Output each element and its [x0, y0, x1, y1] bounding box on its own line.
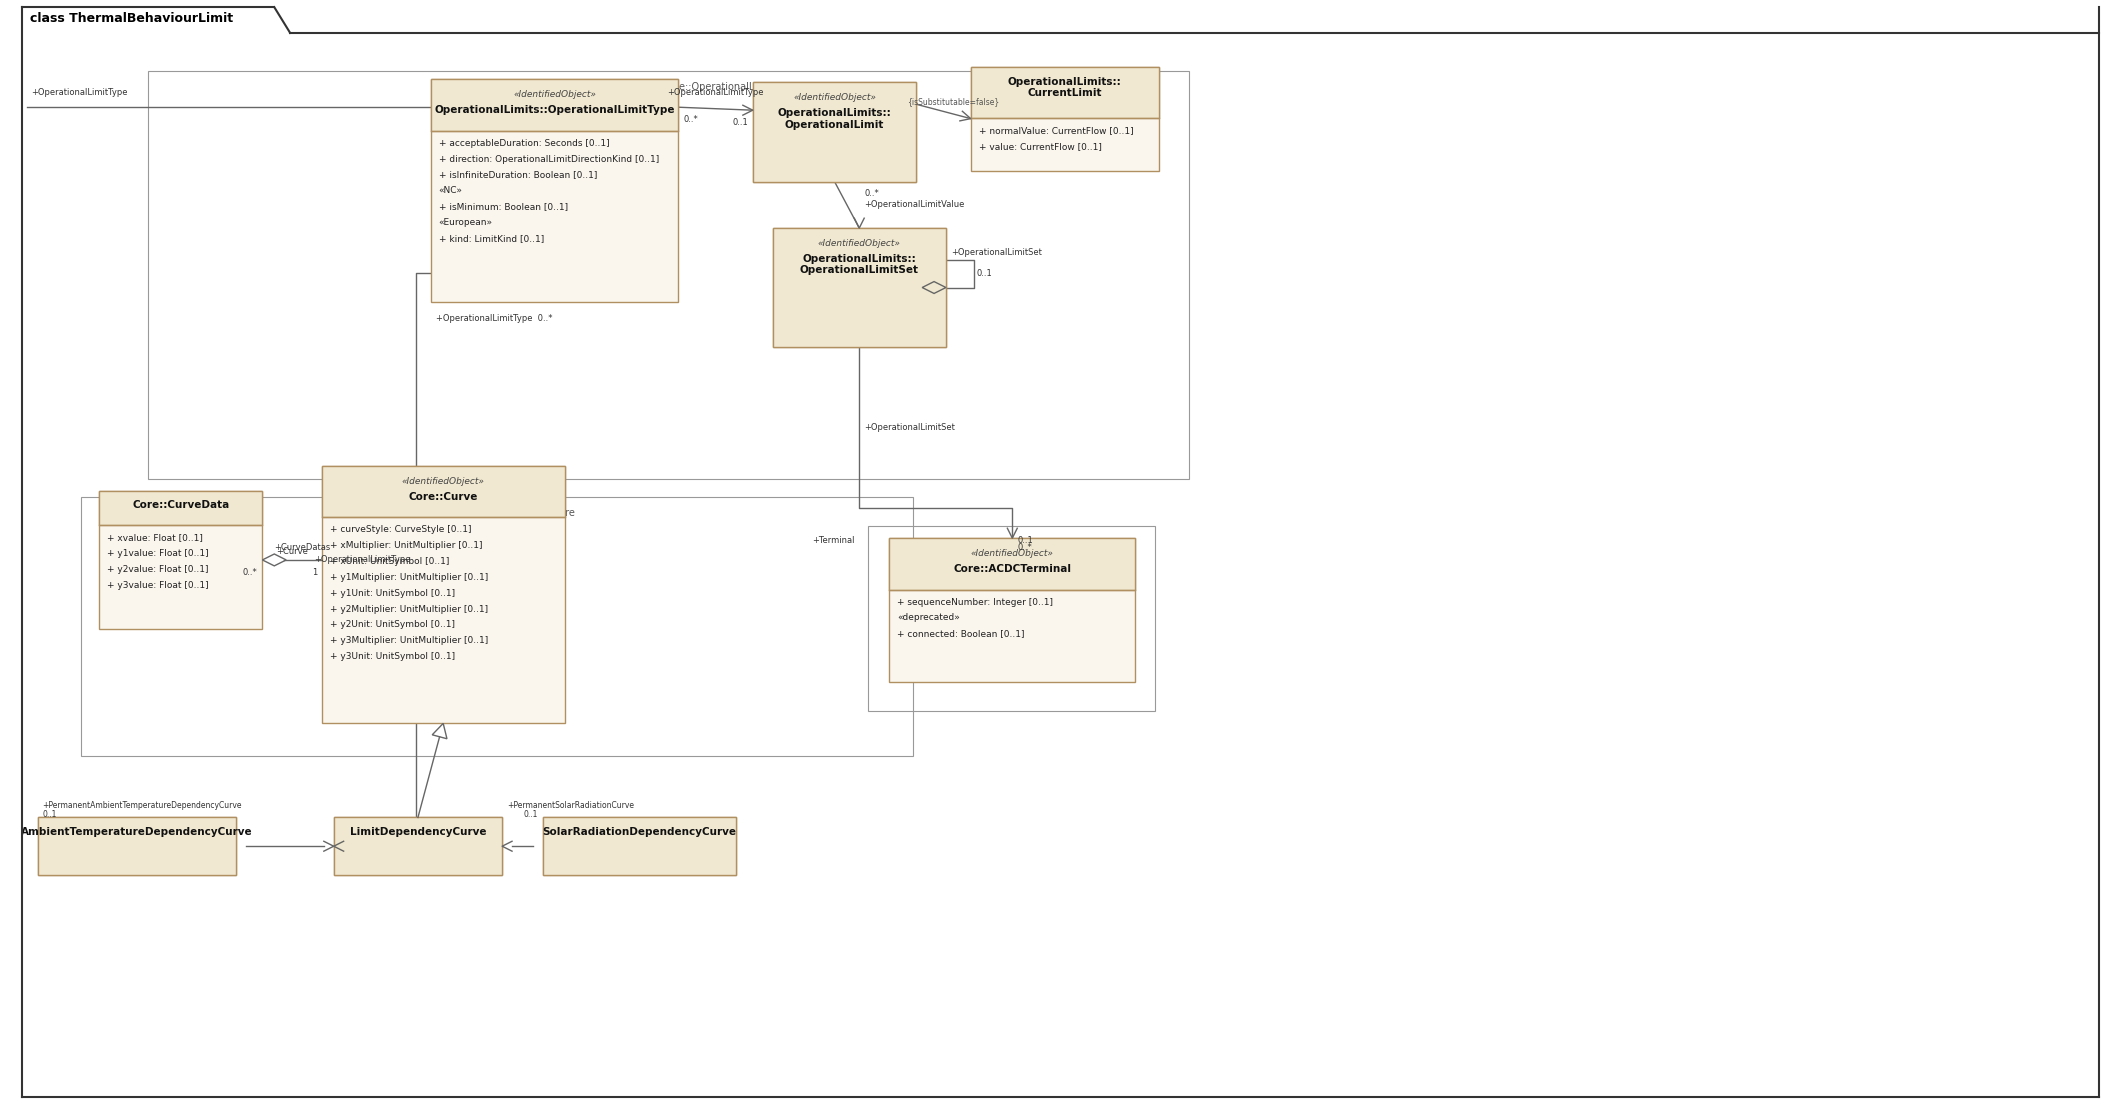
Bar: [321, 466, 565, 723]
Text: + normalValue: CurrentFlow [0..1]: + normalValue: CurrentFlow [0..1]: [979, 126, 1132, 135]
Text: OperationalLimits::
OperationalLimitSet: OperationalLimits:: OperationalLimitSet: [800, 254, 918, 275]
Bar: [971, 66, 1160, 170]
Bar: [149, 71, 1189, 479]
Text: +OperationalLimitType  0..*: +OperationalLimitType 0..*: [435, 314, 553, 323]
Text: + y2Multiplier: UnitMultiplier [0..1]: + y2Multiplier: UnitMultiplier [0..1]: [330, 605, 487, 614]
Bar: [752, 83, 916, 181]
Text: + direction: OperationalLimitDirectionKind [0..1]: + direction: OperationalLimitDirectionKi…: [439, 155, 660, 164]
Text: «IdentifiedObject»: «IdentifiedObject»: [817, 239, 901, 248]
Text: +PermanentSolarRadiationCurve: +PermanentSolarRadiationCurve: [506, 801, 635, 810]
Bar: [889, 539, 1135, 681]
Bar: [431, 80, 679, 302]
Bar: [321, 466, 565, 518]
Text: + value: CurrentFlow [0..1]: + value: CurrentFlow [0..1]: [979, 142, 1101, 150]
Text: + y1Multiplier: UnitMultiplier [0..1]: + y1Multiplier: UnitMultiplier [0..1]: [330, 573, 487, 582]
Text: {isSubstitutable=false}: {isSubstitutable=false}: [908, 97, 1000, 106]
Text: +OperationalLimitSet: +OperationalLimitSet: [864, 424, 956, 432]
Bar: [431, 80, 679, 131]
Text: Core::Curve: Core::Curve: [408, 491, 477, 502]
Text: «IdentifiedObject»: «IdentifiedObject»: [401, 477, 485, 486]
Bar: [38, 817, 235, 875]
Text: + y2value: Float [0..1]: + y2value: Float [0..1]: [107, 565, 208, 574]
Text: 0..*: 0..*: [244, 567, 258, 577]
Text: «NC»: «NC»: [439, 187, 462, 196]
Text: «IdentifiedObject»: «IdentifiedObject»: [792, 93, 876, 103]
Text: + y3Unit: UnitSymbol [0..1]: + y3Unit: UnitSymbol [0..1]: [330, 653, 456, 661]
Text: Core::CurveData: Core::CurveData: [132, 501, 229, 511]
Bar: [773, 228, 945, 347]
Text: + kind: LimitKind [0..1]: + kind: LimitKind [0..1]: [439, 234, 544, 243]
Bar: [99, 491, 263, 525]
Bar: [82, 497, 914, 757]
Text: 0..*: 0..*: [683, 115, 698, 124]
Text: +OperationalLimitType: +OperationalLimitType: [32, 88, 128, 97]
Text: OperationalLimits::OperationalLimitType: OperationalLimits::OperationalLimitType: [435, 105, 674, 115]
Text: TC57CIM::IEC61970::Base::Core: TC57CIM::IEC61970::Base::Core: [933, 539, 1088, 549]
Text: «IdentifiedObject»: «IdentifiedObject»: [971, 549, 1055, 559]
Text: «European»: «European»: [439, 218, 494, 227]
Text: + isMinimum: Boolean [0..1]: + isMinimum: Boolean [0..1]: [439, 202, 567, 211]
Bar: [868, 526, 1156, 711]
Text: + xvalue: Float [0..1]: + xvalue: Float [0..1]: [107, 533, 204, 542]
Bar: [38, 817, 235, 875]
Text: 0..1: 0..1: [42, 811, 57, 820]
Text: «deprecated»: «deprecated»: [897, 614, 960, 623]
Bar: [542, 817, 735, 875]
Text: 0..1: 0..1: [977, 269, 992, 278]
Text: + y3value: Float [0..1]: + y3value: Float [0..1]: [107, 581, 208, 589]
Text: TC57CIM::IEC61970::Base::Core: TC57CIM::IEC61970::Base::Core: [420, 509, 574, 519]
Text: + y1Unit: UnitSymbol [0..1]: + y1Unit: UnitSymbol [0..1]: [330, 588, 456, 597]
Bar: [773, 228, 945, 347]
Text: 0..*: 0..*: [864, 189, 878, 198]
Text: + isInfiniteDuration: Boolean [0..1]: + isInfiniteDuration: Boolean [0..1]: [439, 170, 597, 179]
Text: 1: 1: [311, 567, 317, 577]
Text: class ThermalBehaviourLimit: class ThermalBehaviourLimit: [29, 12, 233, 25]
Text: SolarRadiationDependencyCurve: SolarRadiationDependencyCurve: [542, 827, 735, 837]
Text: AmbientTemperatureDependencyCurve: AmbientTemperatureDependencyCurve: [21, 827, 252, 837]
Text: +OperationalLimitValue: +OperationalLimitValue: [864, 200, 964, 209]
Text: + xUnit: UnitSymbol [0..1]: + xUnit: UnitSymbol [0..1]: [330, 557, 450, 566]
Bar: [334, 817, 502, 875]
Text: «IdentifiedObject»: «IdentifiedObject»: [513, 91, 597, 100]
Text: + xMultiplier: UnitMultiplier [0..1]: + xMultiplier: UnitMultiplier [0..1]: [330, 541, 483, 550]
Text: 0..1: 0..1: [523, 811, 538, 820]
Text: + y2Unit: UnitSymbol [0..1]: + y2Unit: UnitSymbol [0..1]: [330, 620, 454, 629]
Text: LimitDependencyCurve: LimitDependencyCurve: [349, 827, 485, 837]
Text: +CurveDatas: +CurveDatas: [273, 543, 330, 552]
Bar: [971, 66, 1160, 118]
Bar: [334, 817, 502, 875]
Text: +OperationalLimitType: +OperationalLimitType: [668, 88, 765, 97]
Text: + acceptableDuration: Seconds [0..1]: + acceptableDuration: Seconds [0..1]: [439, 139, 609, 148]
Text: 0..1: 0..1: [731, 118, 748, 127]
Text: OperationalLimits::
OperationalLimit: OperationalLimits:: OperationalLimit: [777, 108, 891, 129]
Text: + sequenceNumber: Integer [0..1]: + sequenceNumber: Integer [0..1]: [897, 597, 1053, 606]
Text: 0..1: 0..1: [1017, 536, 1034, 545]
Text: + y3Multiplier: UnitMultiplier [0..1]: + y3Multiplier: UnitMultiplier [0..1]: [330, 636, 487, 645]
Bar: [542, 817, 735, 875]
Text: +PermanentAmbientTemperatureDependencyCurve: +PermanentAmbientTemperatureDependencyCu…: [42, 801, 242, 810]
Text: TC57CIM::IEC61970::Base::OperationalLimits: TC57CIM::IEC61970::Base::OperationalLimi…: [559, 83, 777, 93]
Text: + curveStyle: CurveStyle [0..1]: + curveStyle: CurveStyle [0..1]: [330, 525, 471, 534]
Text: OperationalLimits::
CurrentLimit: OperationalLimits:: CurrentLimit: [1008, 76, 1122, 98]
Text: +Curve: +Curve: [275, 547, 309, 556]
Text: Core::ACDCTerminal: Core::ACDCTerminal: [954, 564, 1072, 574]
Bar: [889, 539, 1135, 589]
Text: +OperationalLimitType: +OperationalLimitType: [315, 555, 412, 564]
Bar: [99, 491, 263, 629]
Bar: [752, 83, 916, 181]
Text: 0..*: 0..*: [1017, 543, 1032, 552]
Text: + connected: Boolean [0..1]: + connected: Boolean [0..1]: [897, 629, 1025, 638]
Text: + y1value: Float [0..1]: + y1value: Float [0..1]: [107, 549, 208, 559]
Text: +Terminal: +Terminal: [811, 536, 855, 545]
Text: +OperationalLimitSet: +OperationalLimitSet: [952, 248, 1042, 257]
